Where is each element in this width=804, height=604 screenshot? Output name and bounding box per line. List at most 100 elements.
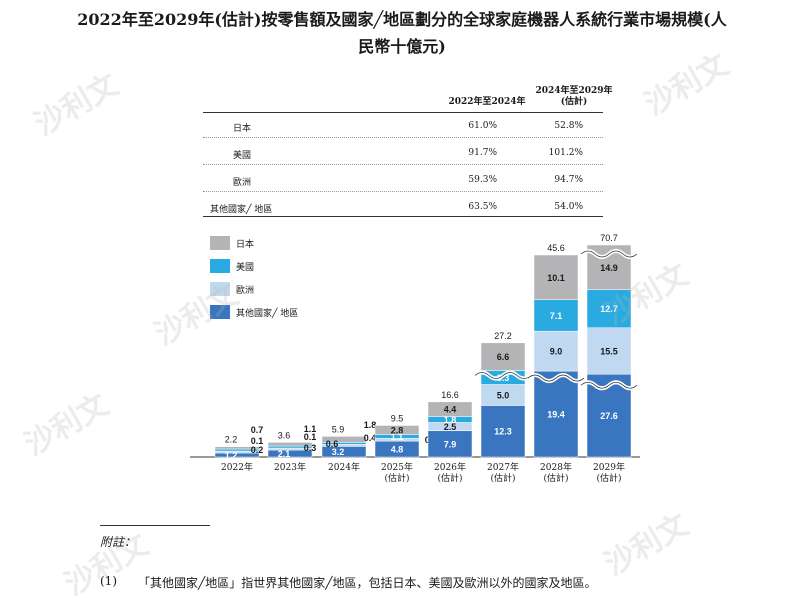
axis-break-mark — [474, 372, 532, 379]
data-label-others: 7.9 — [444, 439, 457, 449]
total-label: 2.2 — [225, 435, 238, 445]
x-tick-label: 2023年 — [274, 461, 306, 473]
data-label-japan: 1.8 — [364, 420, 377, 430]
x-tick-label: 2028年 — [540, 461, 572, 473]
legend-label-japan: 日本 — [236, 240, 255, 250]
table-row-value: 59.3% — [468, 175, 497, 185]
table-header-col1: 2022年至2024年 — [448, 97, 526, 107]
table-top-rule — [203, 112, 603, 113]
legend-swatch-japan — [210, 236, 230, 250]
x-tick-label: 2022年 — [221, 461, 253, 473]
axis-break-mark — [527, 374, 585, 382]
x-tick-label: 2029年 — [593, 461, 625, 473]
data-label-usa: 0.6 — [326, 439, 339, 449]
table-row-divider — [203, 191, 603, 192]
bar-segment-others — [427, 430, 473, 458]
table-row-value: 94.7% — [554, 175, 583, 185]
data-label-usa: 7.1 — [550, 311, 563, 321]
bar-segment-usa — [533, 299, 579, 332]
title-line-2: 民幣十億元) — [358, 37, 446, 56]
table-row-divider — [203, 137, 603, 138]
table-row-value: 61.0% — [468, 121, 497, 131]
x-tick-label: (估計) — [384, 472, 409, 484]
data-label-europe: 2.5 — [444, 422, 457, 432]
data-label-usa: 0.1 — [251, 436, 264, 446]
bar-segment-japan — [321, 436, 367, 443]
data-label-others: 27.6 — [600, 411, 618, 421]
table-row-label: 其他國家╱ 地區 — [210, 205, 273, 215]
bar-segment-japan — [533, 254, 579, 300]
x-tick-label: (估計) — [543, 472, 568, 484]
x-tick-label: 2025年 — [381, 461, 413, 473]
data-label-usa: 1.1 — [391, 432, 404, 442]
total-label: 5.9 — [332, 424, 345, 434]
legend-label-usa: 美國 — [236, 263, 255, 273]
bar-segment-japan — [480, 342, 526, 371]
data-label-usa: 0.1 — [304, 432, 317, 442]
data-label-japan: 0.7 — [251, 425, 264, 435]
data-label-others: 4.8 — [391, 445, 404, 455]
x-tick-label: 2027年 — [487, 461, 519, 473]
legend-swatch-others — [210, 305, 230, 319]
bar-segment-japan — [267, 442, 313, 447]
data-label-usa: 12.7 — [600, 304, 618, 314]
footnote-rule — [100, 525, 210, 526]
axis-break-mark — [580, 381, 638, 389]
data-label-japan: 14.9 — [600, 263, 618, 273]
total-label: 3.6 — [278, 430, 291, 440]
data-label-others: 19.4 — [547, 410, 565, 420]
total-label: 70.7 — [600, 233, 618, 243]
data-label-usa: 1.8 — [444, 415, 457, 425]
data-label-others: 2.1 — [278, 449, 291, 459]
legend-swatch-usa — [210, 259, 230, 273]
total-label: 9.5 — [391, 413, 404, 423]
x-tick-label: (估計) — [437, 472, 462, 484]
x-tick-label: (估計) — [596, 472, 621, 484]
data-label-others: 1.2 — [225, 451, 238, 461]
table-header-col2-line2: (估計) — [560, 97, 588, 107]
data-label-japan: 6.6 — [497, 352, 510, 362]
bar-segment-europe — [586, 327, 632, 375]
x-tick-label: 2026年 — [434, 461, 466, 473]
table-header-col2-line1: 2024年至2029年 — [535, 86, 613, 96]
data-label-europe: 15.5 — [600, 347, 618, 357]
table-row-divider — [203, 164, 603, 165]
data-label-japan: 10.1 — [547, 273, 565, 283]
table-row-label: 歐洲 — [233, 178, 252, 188]
legend-label-others: 其他國家╱ 地區 — [236, 309, 299, 319]
x-tick-label: (估計) — [490, 472, 515, 484]
table-row-value: 52.8% — [554, 121, 583, 131]
data-label-japan: 2.8 — [391, 426, 404, 436]
data-label-others: 12.3 — [494, 427, 512, 437]
data-label-europe: 0.2 — [251, 445, 264, 455]
title-line-1: 2022年至2029年(估計)按零售額及國家╱地區劃分的全球家庭機器人系統行業市… — [77, 10, 727, 29]
chart-title: 2022年至2029年(估計)按零售額及國家╱地區劃分的全球家庭機器人系統行業市… — [30, 6, 774, 60]
footnote-number: (1) — [100, 574, 117, 588]
data-label-europe: 5.0 — [497, 390, 510, 400]
bar-segment-japan — [374, 425, 420, 436]
table-row-label: 日本 — [233, 124, 252, 134]
axis-break-mark — [580, 250, 638, 258]
table-row-value: 101.2% — [548, 148, 583, 158]
legend-label-europe: 歐洲 — [236, 286, 255, 296]
data-label-europe: 0.4 — [364, 433, 377, 443]
table-bottom-rule — [203, 216, 603, 217]
bar-segment-japan — [427, 401, 473, 417]
bar-segment-others — [533, 370, 579, 458]
table-row-value: 63.5% — [468, 202, 497, 212]
bar-segment-others — [480, 405, 526, 458]
data-label-europe: 9.0 — [550, 347, 563, 357]
table-row-value: 54.0% — [554, 202, 583, 212]
total-label: 45.6 — [547, 243, 565, 253]
table-row-value: 91.7% — [468, 148, 497, 158]
legend-swatch-europe — [210, 282, 230, 296]
data-label-japan: 4.4 — [444, 405, 457, 415]
total-label: 16.6 — [441, 390, 459, 400]
total-label: 27.2 — [494, 331, 512, 341]
data-label-others: 3.2 — [332, 447, 345, 457]
bar-segment-europe — [533, 330, 579, 372]
footnote-text: 「其他國家╱地區」指世界其他國家╱地區，包括日本、美國及歐洲以外的國家及地區。 — [138, 576, 597, 590]
footnote-heading: 附註： — [100, 535, 137, 549]
table-row-label: 美國 — [233, 151, 252, 161]
